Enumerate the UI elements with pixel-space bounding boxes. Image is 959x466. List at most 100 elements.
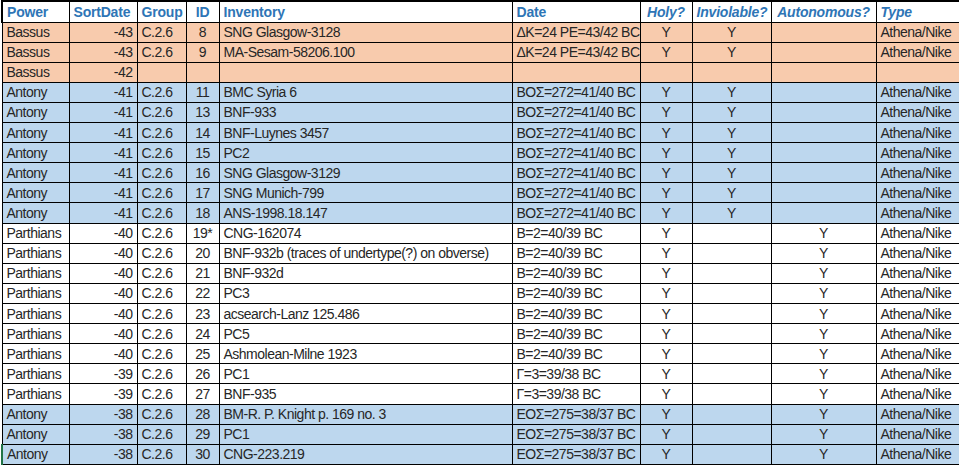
cell-autonomous[interactable] xyxy=(771,42,876,62)
column-header-sortdate[interactable]: SortDate xyxy=(69,1,137,22)
cell-inventory[interactable]: MA-Sesam-58206.100 xyxy=(219,42,512,62)
cell-inviolable[interactable]: Y xyxy=(692,22,771,42)
cell-power[interactable]: Parthians xyxy=(2,223,69,243)
cell-autonomous[interactable] xyxy=(771,123,876,143)
cell-group[interactable]: C.2.6 xyxy=(137,123,186,143)
cell-inventory[interactable]: acsearch-Lanz 125.486 xyxy=(219,304,512,324)
cell-inviolable[interactable]: Y xyxy=(692,203,771,223)
column-header-inviolable[interactable]: Inviolable? xyxy=(692,1,771,22)
cell-holy[interactable]: Y xyxy=(640,304,692,324)
cell-power[interactable]: Bassus xyxy=(2,62,69,82)
column-header-type[interactable]: Type xyxy=(876,1,959,22)
cell-holy[interactable]: Y xyxy=(640,384,692,404)
cell-date[interactable]: B=2=40/39 BC xyxy=(512,324,640,344)
cell-date[interactable]: ΒΟΣ=272=41/40 BC xyxy=(512,163,640,183)
cell-autonomous[interactable]: Y xyxy=(771,304,876,324)
cell-inventory[interactable]: PC3 xyxy=(219,283,512,303)
cell-holy[interactable]: Y xyxy=(640,424,692,444)
cell-holy[interactable]: Y xyxy=(640,82,692,102)
cell-power[interactable]: Parthians xyxy=(2,364,69,384)
cell-sortdate[interactable]: -40 xyxy=(69,344,137,364)
cell-group[interactable]: C.2.6 xyxy=(137,102,186,122)
cell-type[interactable]: Athena/Nike xyxy=(876,404,959,424)
cell-power[interactable]: Parthians xyxy=(2,243,69,263)
cell-type[interactable]: Athena/Nike xyxy=(876,384,959,404)
cell-sortdate[interactable]: -40 xyxy=(69,324,137,344)
cell-inventory[interactable]: SNG Glasgow-3129 xyxy=(219,163,512,183)
cell-holy[interactable]: Y xyxy=(640,263,692,283)
cell-inviolable[interactable]: Y xyxy=(692,183,771,203)
cell-inviolable[interactable] xyxy=(692,324,771,344)
column-header-autonomous[interactable]: Autonomous? xyxy=(771,1,876,22)
cell-type[interactable]: Athena/Nike xyxy=(876,263,959,283)
cell-inviolable[interactable] xyxy=(692,444,771,464)
cell-autonomous[interactable]: Y xyxy=(771,364,876,384)
cell-holy[interactable]: Y xyxy=(640,364,692,384)
cell-inviolable[interactable]: Y xyxy=(692,82,771,102)
cell-sortdate[interactable]: -41 xyxy=(69,203,137,223)
cell-inventory[interactable]: BNF-Luynes 3457 xyxy=(219,123,512,143)
cell-autonomous[interactable]: Y xyxy=(771,283,876,303)
cell-holy[interactable]: Y xyxy=(640,243,692,263)
cell-group[interactable]: C.2.6 xyxy=(137,444,186,464)
cell-power[interactable]: Antony xyxy=(2,102,69,122)
cell-id[interactable]: 25 xyxy=(186,344,219,364)
cell-power[interactable]: Antony xyxy=(2,203,69,223)
cell-power[interactable]: Parthians xyxy=(2,283,69,303)
cell-inviolable[interactable] xyxy=(692,223,771,243)
cell-inviolable[interactable]: Y xyxy=(692,102,771,122)
column-header-group[interactable]: Group xyxy=(137,1,186,22)
cell-inviolable[interactable] xyxy=(692,384,771,404)
cell-id[interactable]: 16 xyxy=(186,163,219,183)
cell-autonomous[interactable]: Y xyxy=(771,404,876,424)
cell-id[interactable]: 13 xyxy=(186,102,219,122)
cell-id[interactable]: 22 xyxy=(186,283,219,303)
column-header-inventory[interactable]: Inventory xyxy=(219,1,512,22)
cell-date[interactable]: Γ=3=39/38 BC xyxy=(512,364,640,384)
cell-type[interactable]: Athena/Nike xyxy=(876,203,959,223)
cell-group[interactable]: C.2.6 xyxy=(137,22,186,42)
cell-inviolable[interactable] xyxy=(692,62,771,82)
cell-power[interactable]: Parthians xyxy=(2,324,69,344)
cell-inviolable[interactable] xyxy=(692,424,771,444)
cell-date[interactable]: ΒΟΣ=272=41/40 BC xyxy=(512,143,640,163)
cell-date[interactable]: B=2=40/39 BC xyxy=(512,283,640,303)
cell-date[interactable]: ΕΟΣ=275=38/37 BC xyxy=(512,424,640,444)
cell-inventory[interactable]: PC1 xyxy=(219,424,512,444)
cell-inviolable[interactable] xyxy=(692,404,771,424)
cell-group[interactable]: C.2.6 xyxy=(137,364,186,384)
cell-inventory[interactable] xyxy=(219,62,512,82)
cell-inventory[interactable]: BNF-932d xyxy=(219,263,512,283)
cell-date[interactable]: B=2=40/39 BC xyxy=(512,223,640,243)
cell-date[interactable]: B=2=40/39 BC xyxy=(512,263,640,283)
cell-sortdate[interactable]: -40 xyxy=(69,263,137,283)
cell-date[interactable]: ΒΟΣ=272=41/40 BC xyxy=(512,183,640,203)
cell-id[interactable]: 27 xyxy=(186,384,219,404)
cell-holy[interactable]: Y xyxy=(640,223,692,243)
cell-inventory[interactable]: BMC Syria 6 xyxy=(219,82,512,102)
cell-power[interactable]: Parthians xyxy=(2,344,69,364)
cell-inventory[interactable]: ANS-1998.18.147 xyxy=(219,203,512,223)
cell-group[interactable]: C.2.6 xyxy=(137,203,186,223)
cell-autonomous[interactable]: Y xyxy=(771,344,876,364)
cell-autonomous[interactable]: Y xyxy=(771,263,876,283)
cell-autonomous[interactable]: Y xyxy=(771,243,876,263)
cell-date[interactable]: ΕΟΣ=275=38/37 BC xyxy=(512,404,640,424)
cell-group[interactable]: C.2.6 xyxy=(137,42,186,62)
cell-date[interactable]: ΒΟΣ=272=41/40 BC xyxy=(512,102,640,122)
cell-group[interactable]: C.2.6 xyxy=(137,424,186,444)
cell-id[interactable]: 19* xyxy=(186,223,219,243)
cell-type[interactable]: Athena/Nike xyxy=(876,82,959,102)
cell-group[interactable] xyxy=(137,62,186,82)
cell-sortdate[interactable]: -41 xyxy=(69,183,137,203)
cell-id[interactable]: 30 xyxy=(186,444,219,464)
cell-type[interactable]: Athena/Nike xyxy=(876,42,959,62)
cell-autonomous[interactable]: Y xyxy=(771,384,876,404)
cell-type[interactable]: Athena/Nike xyxy=(876,344,959,364)
cell-inviolable[interactable] xyxy=(692,304,771,324)
cell-sortdate[interactable]: -43 xyxy=(69,42,137,62)
cell-power[interactable]: Antony xyxy=(2,404,69,424)
column-header-power[interactable]: Power xyxy=(2,1,69,22)
cell-holy[interactable]: Y xyxy=(640,404,692,424)
cell-inventory[interactable]: BM-R. P. Knight p. 169 no. 3 xyxy=(219,404,512,424)
